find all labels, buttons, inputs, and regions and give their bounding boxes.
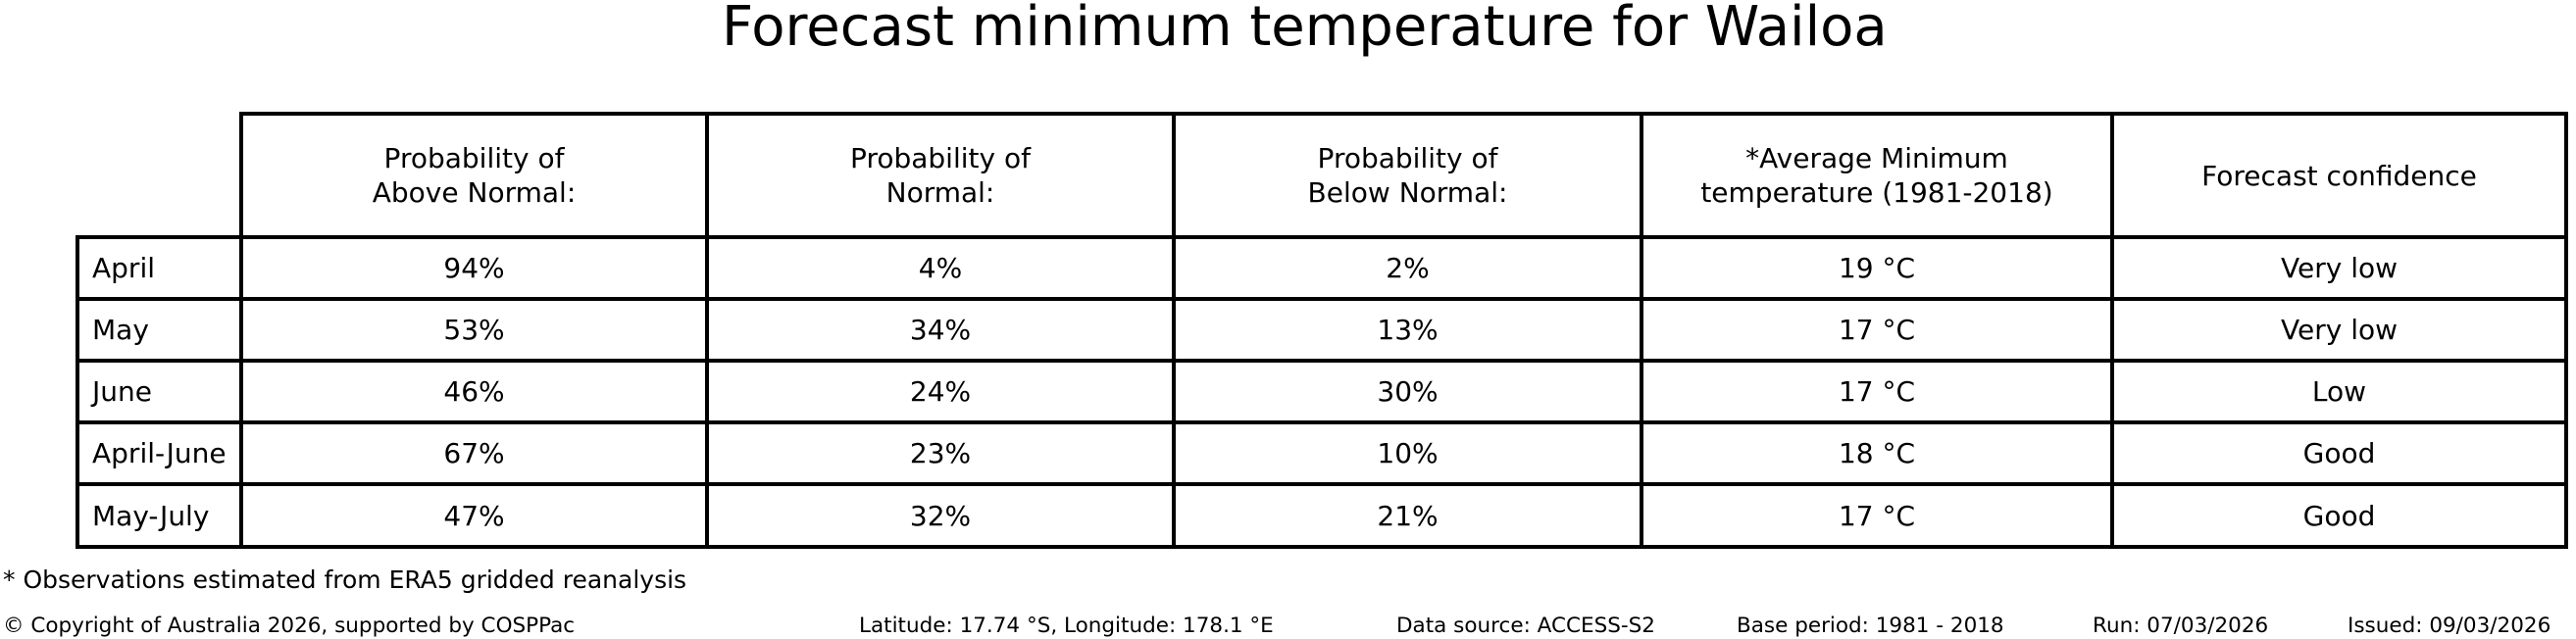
header-normal: Probability of Normal: bbox=[705, 112, 1176, 239]
cell-confidence: Good bbox=[2110, 482, 2568, 549]
cell-above-normal: 53% bbox=[239, 297, 709, 363]
cell-above-normal: 94% bbox=[239, 235, 709, 301]
copyright-text: © Copyright of Australia 2026, supported… bbox=[3, 614, 576, 638]
cell-avg-temp: 19 °C bbox=[1640, 235, 2114, 301]
cell-normal: 23% bbox=[705, 420, 1176, 486]
cell-avg-temp: 18 °C bbox=[1640, 420, 2114, 486]
table-row-june: June 46% 24% 30% 17 °C Low bbox=[76, 359, 2568, 424]
cell-above-normal: 47% bbox=[239, 482, 709, 549]
header-line: Probability of bbox=[850, 142, 1031, 174]
corner-cell bbox=[77, 114, 241, 237]
cell-above-normal: 46% bbox=[239, 359, 709, 424]
row-label: April bbox=[76, 235, 243, 301]
cell-confidence: Good bbox=[2110, 420, 2568, 486]
footnote: * Observations estimated from ERA5 gridd… bbox=[3, 565, 687, 594]
table-row-april-june: April-June 67% 23% 10% 18 °C Good bbox=[76, 420, 2568, 486]
row-label: April-June bbox=[76, 420, 243, 486]
header-above-normal: Probability of Above Normal: bbox=[239, 112, 709, 239]
cell-avg-temp: 17 °C bbox=[1640, 297, 2114, 363]
cell-below-normal: 10% bbox=[1172, 420, 1643, 486]
header-below-normal: Probability of Below Normal: bbox=[1172, 112, 1643, 239]
cell-below-normal: 21% bbox=[1172, 482, 1643, 549]
data-source-text: Data source: ACCESS-S2 bbox=[1396, 614, 1655, 638]
run-date-text: Run: 07/03/2026 bbox=[2093, 614, 2269, 638]
header-line: *Average Minimum bbox=[1745, 142, 2008, 174]
page-title: Forecast minimum temperature for Wailoa bbox=[722, 0, 1888, 59]
header-line: Probability of bbox=[1317, 142, 1498, 174]
cell-below-normal: 30% bbox=[1172, 359, 1643, 424]
cell-normal: 24% bbox=[705, 359, 1176, 424]
cell-confidence: Very low bbox=[2110, 235, 2568, 301]
issued-date-text: Issued: 09/03/2026 bbox=[2348, 614, 2551, 638]
table-row-april: April 94% 4% 2% 19 °C Very low bbox=[76, 235, 2568, 301]
header-avg-min-temp: *Average Minimum temperature (1981-2018) bbox=[1640, 112, 2114, 239]
cell-avg-temp: 17 °C bbox=[1640, 482, 2114, 549]
header-line: Below Normal: bbox=[1307, 176, 1508, 209]
table-header-row: Probability of Above Normal: Probability… bbox=[77, 112, 2568, 239]
location-text: Latitude: 17.74 °S, Longitude: 178.1 °E bbox=[859, 614, 1274, 638]
row-label: May bbox=[76, 297, 243, 363]
cell-below-normal: 13% bbox=[1172, 297, 1643, 363]
cell-normal: 4% bbox=[705, 235, 1176, 301]
header-line: Normal: bbox=[885, 176, 995, 209]
row-label: May-July bbox=[76, 482, 243, 549]
table-row-may-july: May-July 47% 32% 21% 17 °C Good bbox=[76, 482, 2568, 549]
cell-above-normal: 67% bbox=[239, 420, 709, 486]
cell-below-normal: 2% bbox=[1172, 235, 1643, 301]
cell-normal: 34% bbox=[705, 297, 1176, 363]
header-line: Forecast confidence bbox=[2201, 159, 2477, 192]
table-row-may: May 53% 34% 13% 17 °C Very low bbox=[76, 297, 2568, 363]
header-line: temperature (1981-2018) bbox=[1700, 176, 2053, 209]
cell-confidence: Very low bbox=[2110, 297, 2568, 363]
header-line: Probability of bbox=[383, 142, 565, 174]
base-period-text: Base period: 1981 - 2018 bbox=[1737, 614, 2004, 638]
row-label: June bbox=[76, 359, 243, 424]
cell-confidence: Low bbox=[2110, 359, 2568, 424]
header-line: Above Normal: bbox=[372, 176, 577, 209]
forecast-table: Probability of Above Normal: Probability… bbox=[76, 112, 2568, 549]
cell-normal: 32% bbox=[705, 482, 1176, 549]
header-forecast-confidence: Forecast confidence bbox=[2110, 112, 2568, 239]
cell-avg-temp: 17 °C bbox=[1640, 359, 2114, 424]
